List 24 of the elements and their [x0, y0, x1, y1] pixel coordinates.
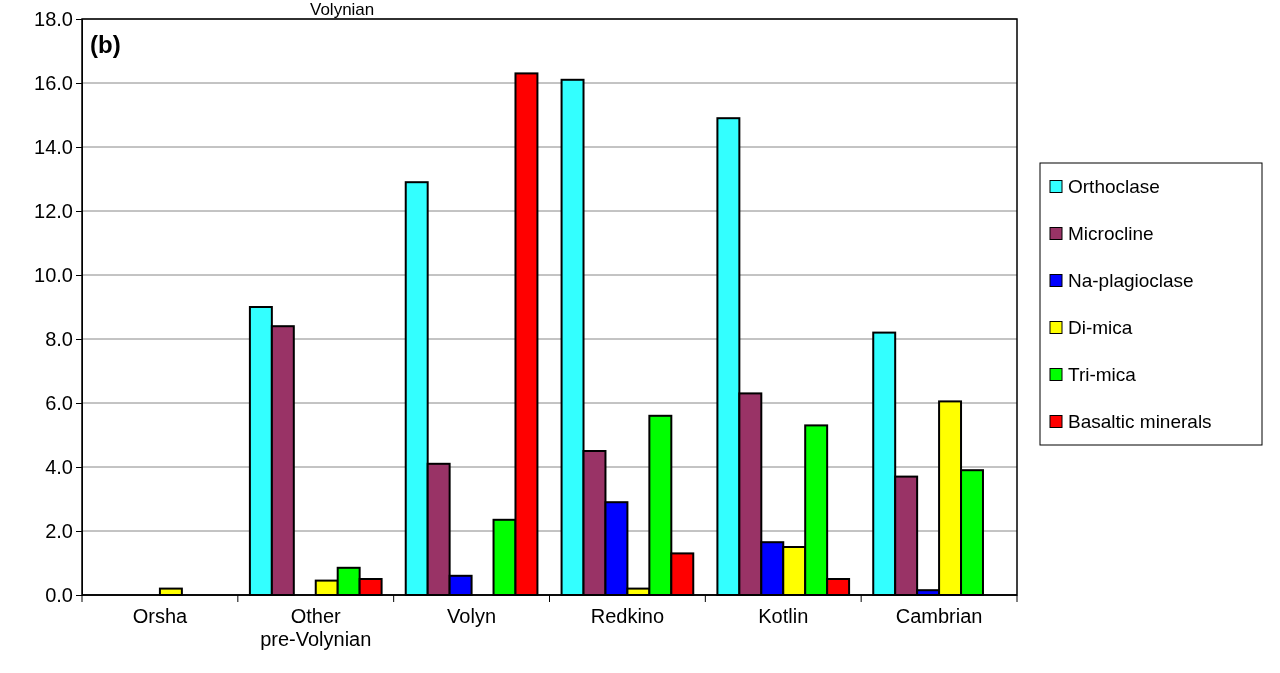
legend-label: Tri-mica	[1068, 364, 1137, 386]
legend-label: Microcline	[1068, 223, 1154, 245]
x-tick-label: Volyn	[447, 605, 497, 628]
legend-label: Basaltic minerals	[1068, 411, 1212, 433]
y-tick-label: 14.0	[34, 135, 73, 158]
annotation: (b)	[90, 31, 121, 58]
y-tick-label: 10.0	[34, 263, 73, 286]
y-tick-label: 4.0	[45, 455, 73, 478]
x-tick-label: Other pre-Volynian	[260, 605, 372, 651]
legend-label: Orthoclase	[1068, 176, 1160, 198]
y-tick-label: 0.0	[45, 583, 73, 606]
x-tick-label: Redkino	[590, 605, 665, 628]
x-tick-label: Orsha	[132, 605, 189, 628]
y-tick-label: 12.0	[34, 199, 73, 222]
y-tick-label: 6.0	[45, 391, 73, 414]
x-tick-label: Cambrian	[895, 605, 983, 628]
y-tick-label: 16.0	[34, 71, 73, 94]
x-tick-label: Kotlin	[758, 605, 809, 628]
annotation: Volynian	[310, 0, 375, 19]
y-tick-label: 2.0	[45, 519, 73, 542]
y-tick-label: 18.0	[34, 7, 73, 30]
legend-label: Di-mica	[1068, 317, 1133, 339]
legend-label: Na-plagioclase	[1068, 270, 1194, 292]
y-tick-label: 8.0	[45, 327, 73, 350]
